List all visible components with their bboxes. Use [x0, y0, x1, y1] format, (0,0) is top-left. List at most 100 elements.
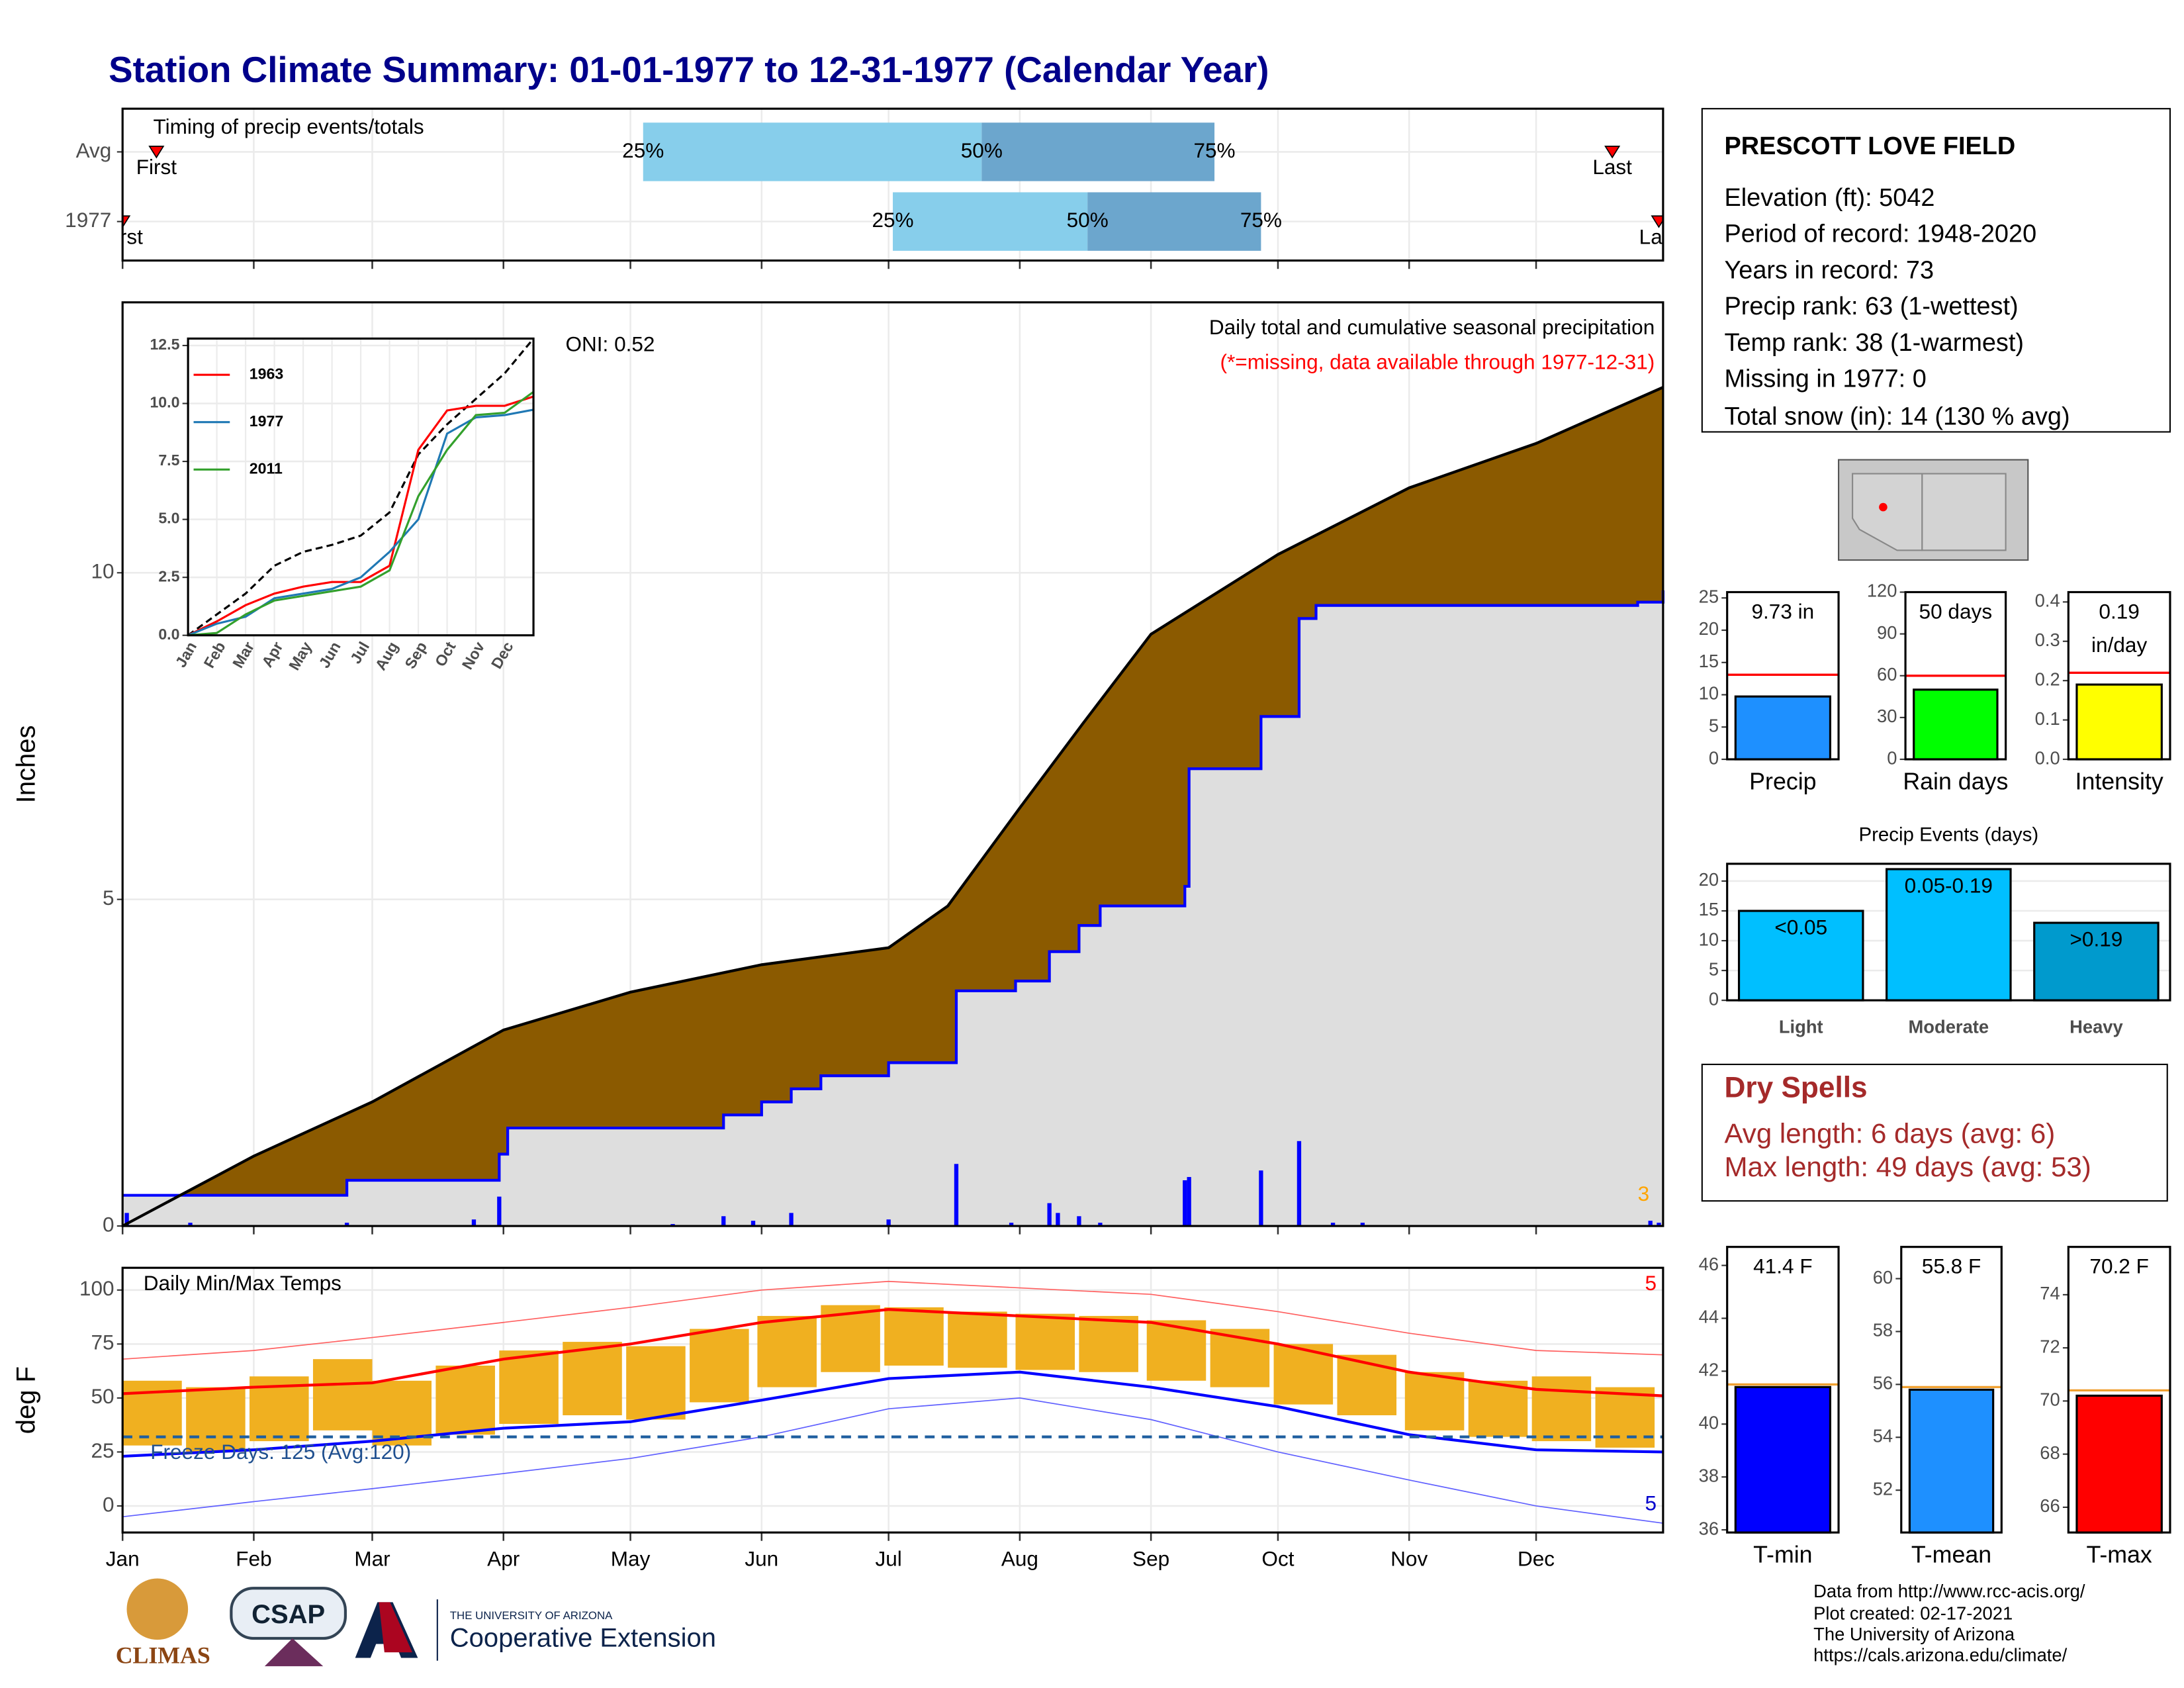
y-tick-label: 0	[103, 1492, 114, 1516]
panel-frame	[121, 107, 1664, 262]
station-line: Period of record: 1948-2020	[1724, 220, 2036, 248]
station-line: Elevation (ft): 5042	[1724, 184, 1934, 212]
x-tick-label: Apr	[487, 1547, 520, 1571]
y-tick-label: 5	[1709, 716, 1719, 736]
panel-frame	[1726, 863, 2171, 1002]
category-label: Precip	[1749, 768, 1816, 794]
daily-bar	[1297, 1141, 1302, 1227]
daily-bar	[1187, 1177, 1191, 1227]
y-tick-label: 60	[1873, 1267, 1893, 1288]
bar	[1886, 868, 2012, 1002]
temp-range-bar	[312, 1359, 373, 1430]
panel-frame	[121, 1266, 1664, 1534]
daily-bar	[1183, 1180, 1187, 1227]
y-tick-label: 12.5	[150, 336, 179, 353]
series-line	[187, 395, 534, 637]
panel-title: Daily Min/Max Temps	[144, 1271, 341, 1295]
x-tick-label: Aug	[1001, 1547, 1038, 1571]
logo-text: Cooperative Extension	[450, 1624, 716, 1653]
x-tick-label: Jan	[106, 1547, 140, 1571]
value-label: 70.2 F	[2089, 1255, 2149, 1280]
temp-line	[122, 1370, 1663, 1458]
category-label: T-min	[1753, 1541, 1812, 1568]
station-line: Total snow (in): 14 (130 % avg)	[1724, 402, 2070, 430]
daily-bar	[344, 1223, 349, 1227]
logo-text: CLIMAS	[116, 1642, 210, 1669]
category-label: T-mean	[1911, 1541, 1991, 1568]
dry-spells-line: Max length: 49 days (avg: 53)	[1724, 1151, 2091, 1182]
quantile-label: 50%	[961, 138, 1003, 162]
y-tick-label: 0.0	[2035, 747, 2060, 768]
y-tick-label: 54	[1873, 1425, 1893, 1446]
y-tick-label: 10	[1699, 929, 1719, 949]
y-tick-label: 0.3	[2035, 630, 2060, 650]
y-tick-label: 0	[1887, 747, 1897, 768]
temp-range-bar	[948, 1311, 1007, 1368]
dry-spells-box	[1701, 1063, 2168, 1202]
daily-bar	[1330, 1223, 1336, 1227]
station-dot	[1879, 502, 1888, 512]
value-label-box: 9.73 in	[1751, 600, 1815, 624]
low-note: 5	[1645, 1491, 1657, 1515]
quantile-label: 25%	[622, 138, 664, 162]
y-tick-label: 0	[103, 1212, 114, 1236]
panel-frame	[121, 301, 1664, 1227]
station-line: Missing in 1977: 0	[1724, 365, 1926, 393]
value-label: 9.73 in	[1751, 600, 1815, 624]
daily-bar	[471, 1219, 477, 1227]
panel-frame	[1900, 1246, 2003, 1534]
y-tick-label: 0	[1709, 988, 1719, 1009]
category-label: Intensity	[2075, 768, 2163, 794]
value-label: 41.4 F	[1753, 1255, 1813, 1280]
credit-line: https://cals.arizona.edu/climate/	[1813, 1645, 2067, 1665]
map-state	[1921, 473, 2007, 551]
temp-range-bar	[1468, 1380, 1528, 1437]
daily-bar	[1657, 1223, 1661, 1227]
value-label-box: 50 days	[1919, 600, 1993, 624]
value-label-box: 41.4 F	[1753, 1255, 1813, 1280]
range-label: >0.19	[2070, 927, 2122, 951]
temp-range-bar	[186, 1387, 246, 1452]
y-tick-label: 58	[1873, 1320, 1893, 1340]
timing-marker	[122, 215, 131, 228]
bar	[1908, 1388, 1995, 1534]
y-axis-label: Inches	[12, 726, 41, 804]
x-tick-label: Jun	[745, 1547, 778, 1571]
bar	[1737, 910, 1864, 1002]
x-tick-label: Sep	[1132, 1547, 1169, 1571]
temp-range-bar	[1079, 1315, 1138, 1372]
bar	[1913, 688, 1999, 761]
y-tick-label: 25	[91, 1438, 114, 1462]
y-tick-label: 20	[1699, 869, 1719, 890]
y-tick-label: 10	[91, 559, 114, 583]
station-line: Precip rank: 63 (1-wettest)	[1724, 293, 2018, 320]
panel-frame	[2067, 1246, 2171, 1534]
panel-subtitle: (*=missing, data available through 1977-…	[1220, 350, 1655, 374]
bar	[2075, 1394, 2163, 1534]
daily-bar	[789, 1213, 794, 1227]
temp-range-bar	[884, 1307, 944, 1366]
temp-range-bar	[1404, 1372, 1465, 1430]
range-label: <0.05	[1774, 915, 1827, 939]
y-tick-label: 0	[1709, 747, 1719, 768]
value-label: 55.8 F	[1921, 1255, 1981, 1280]
legend-label: 2011	[250, 459, 283, 477]
y-tick-label: 42	[1699, 1360, 1719, 1380]
x-tick-label: Mar	[354, 1547, 390, 1571]
daily-bar	[721, 1216, 726, 1227]
y-tick-label: 56	[1873, 1373, 1893, 1393]
temp-range-bar	[563, 1342, 622, 1415]
y-tick-label: 66	[2040, 1495, 2060, 1516]
panel-frame	[1726, 590, 1840, 761]
y-tick-label: 2.5	[158, 567, 179, 585]
panel-title: Timing of precip events/totals	[154, 115, 424, 138]
chart-title: Precip Events (days)	[1858, 824, 2038, 846]
logo-text: CSAP	[251, 1600, 325, 1629]
legend-label: 1977	[250, 412, 283, 430]
temp-line	[122, 1280, 1663, 1360]
csap-mountain	[264, 1638, 324, 1667]
daily-bar	[1056, 1213, 1060, 1227]
y-tick-label: 46	[1699, 1254, 1719, 1274]
y-tick-label: 68	[2040, 1442, 2060, 1463]
